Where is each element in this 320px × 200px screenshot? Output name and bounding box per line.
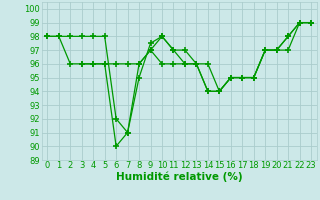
X-axis label: Humidité relative (%): Humidité relative (%) (116, 172, 243, 182)
